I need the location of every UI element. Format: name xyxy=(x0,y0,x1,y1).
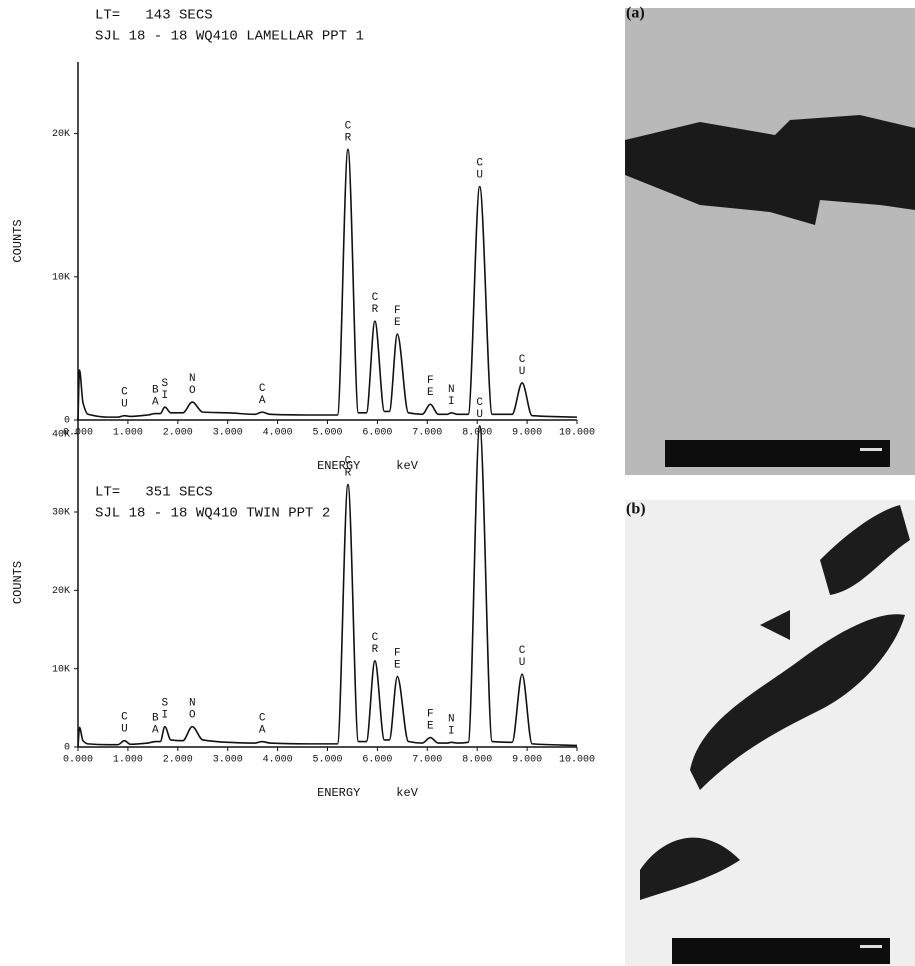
x-tick-label: 6.000 xyxy=(362,428,392,439)
x-axis-label: ENERGY keV xyxy=(317,786,419,800)
chart-title: LT= 143 SECS xyxy=(95,8,213,24)
peak-label: BA xyxy=(149,713,161,737)
peak-label: NI xyxy=(445,713,457,737)
peak-label: FE xyxy=(391,648,403,672)
peak-label: NO xyxy=(186,698,198,722)
peak-label: NO xyxy=(186,373,198,397)
x-tick-label: 1.000 xyxy=(113,428,143,439)
x-tick-label: 9.000 xyxy=(512,428,542,439)
y-tick-label: 30K xyxy=(52,508,70,519)
peak-label: CR xyxy=(342,456,354,480)
micrograph-b: (b) xyxy=(625,500,915,966)
peak-label: CU xyxy=(118,712,130,736)
peak-label: CR xyxy=(369,292,381,316)
chart-subtitle: SJL 18 - 18 WQ410 TWIN PPT 2 xyxy=(95,506,330,522)
x-tick-label: 8.000 xyxy=(462,755,492,766)
spectrum-line xyxy=(77,425,578,748)
y-tick-label: 20K xyxy=(52,586,70,597)
y-axis-label: COUNTS xyxy=(11,219,25,262)
x-tick-label: 10.000 xyxy=(559,428,595,439)
x-tick-label: 10.000 xyxy=(559,755,595,766)
x-tick-label: 7.000 xyxy=(412,428,442,439)
peak-label: CR xyxy=(369,632,381,656)
y-tick-label: 40K xyxy=(52,429,70,440)
x-tick-label: 4.000 xyxy=(263,428,293,439)
y-tick-label: 20K xyxy=(52,129,70,140)
x-tick-label: 5.000 xyxy=(312,755,342,766)
peak-label: NI xyxy=(445,384,457,408)
y-axis-label: COUNTS xyxy=(11,561,25,604)
y-tick-label: 0 xyxy=(64,416,70,427)
micrograph-a: (a) xyxy=(625,5,915,475)
peak-label: CU xyxy=(474,158,486,182)
panel-label: (a) xyxy=(626,5,645,22)
x-tick-label: 1.000 xyxy=(113,755,143,766)
panel-label: (b) xyxy=(626,501,646,518)
peak-label: SI xyxy=(159,378,171,402)
peak-label: CA xyxy=(256,713,268,737)
x-axis-label: ENERGY keV xyxy=(317,459,419,473)
x-tick-label: 3.000 xyxy=(213,755,243,766)
peak-label: SI xyxy=(159,698,171,722)
x-tick-label: 7.000 xyxy=(412,755,442,766)
chart-subtitle: SJL 18 - 18 WQ410 LAMELLAR PPT 1 xyxy=(95,29,364,45)
x-tick-label: 5.000 xyxy=(312,428,342,439)
peak-label: CU xyxy=(118,387,130,411)
x-tick-label: 9.000 xyxy=(512,755,542,766)
peak-label: CU xyxy=(474,397,486,421)
y-tick-label: 10K xyxy=(52,664,70,675)
peak-label: FE xyxy=(424,375,436,399)
peak-label: CR xyxy=(342,120,354,144)
y-tick-label: 10K xyxy=(52,272,70,283)
chart-title: LT= 351 SECS xyxy=(95,485,213,501)
spectrum-line xyxy=(77,148,578,421)
x-tick-label: 0.000 xyxy=(63,755,93,766)
x-tick-label: 3.000 xyxy=(213,428,243,439)
peak-label: CU xyxy=(516,645,528,669)
x-tick-label: 4.000 xyxy=(263,755,293,766)
peak-label: CA xyxy=(256,383,268,407)
x-tick-label: 8.000 xyxy=(462,428,492,439)
peak-label: CU xyxy=(516,354,528,378)
y-tick-label: 0 xyxy=(64,743,70,754)
x-tick-label: 6.000 xyxy=(362,755,392,766)
peak-label: FE xyxy=(424,709,436,733)
x-tick-label: 2.000 xyxy=(163,428,193,439)
peak-label: BA xyxy=(149,385,161,409)
x-tick-label: 2.000 xyxy=(163,755,193,766)
peak-label: FE xyxy=(391,305,403,329)
